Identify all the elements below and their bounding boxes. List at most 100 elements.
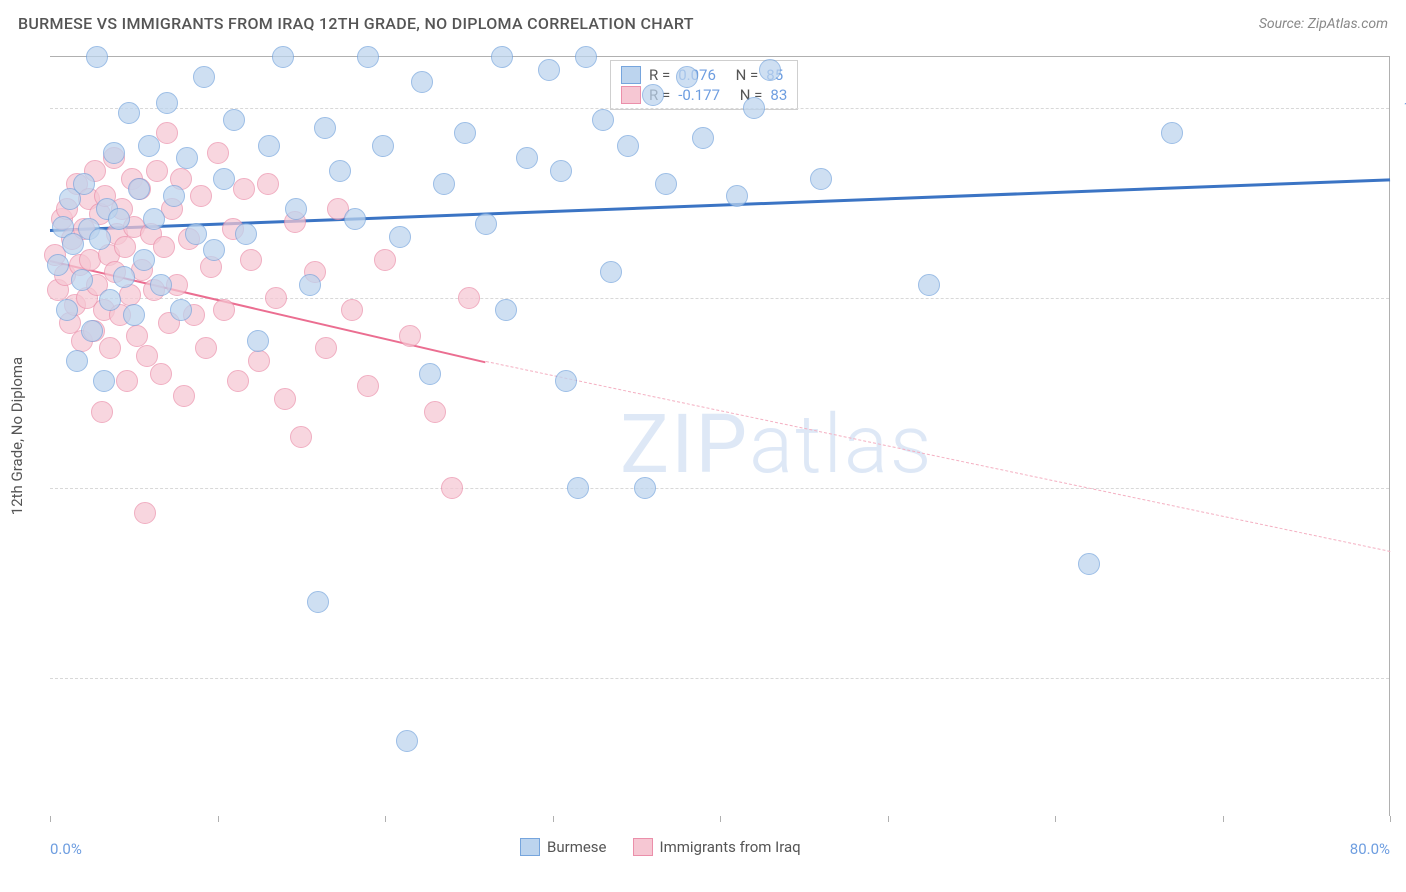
scatter-point xyxy=(550,160,572,182)
scatter-point xyxy=(274,388,296,410)
x-tick xyxy=(385,816,386,822)
scatter-point xyxy=(258,135,280,157)
scatter-point xyxy=(240,249,262,271)
scatter-point xyxy=(374,249,396,271)
x-tick xyxy=(218,816,219,822)
scatter-point xyxy=(116,370,138,392)
stats-r-label-a: R = xyxy=(649,66,670,84)
scatter-point xyxy=(357,46,379,68)
grid-line xyxy=(50,108,1389,109)
y-tick-label: 92.5% xyxy=(1394,290,1406,306)
trend-line xyxy=(485,361,1390,552)
scatter-point xyxy=(389,226,411,248)
y-axis-title: 12th Grade, No Diploma xyxy=(8,357,26,515)
scatter-point xyxy=(203,239,225,261)
scatter-point xyxy=(118,102,140,124)
scatter-point xyxy=(726,185,748,207)
scatter-point xyxy=(634,477,656,499)
scatter-point xyxy=(91,401,113,423)
plot-area: ZIPatlas R = 0.076 N = 85 R = -0.177 N =… xyxy=(50,56,1390,816)
grid-line xyxy=(50,678,1389,679)
scatter-point xyxy=(73,173,95,195)
scatter-point xyxy=(176,147,198,169)
chart-source: Source: ZipAtlas.com xyxy=(1259,16,1388,32)
scatter-point xyxy=(692,127,714,149)
scatter-point xyxy=(150,363,172,385)
scatter-point xyxy=(93,370,115,392)
scatter-point xyxy=(233,178,255,200)
scatter-point xyxy=(213,299,235,321)
scatter-point xyxy=(329,160,351,182)
scatter-point xyxy=(411,71,433,93)
scatter-point xyxy=(575,46,597,68)
scatter-point xyxy=(918,274,940,296)
scatter-point xyxy=(227,370,249,392)
source-prefix: Source: xyxy=(1259,16,1308,32)
scatter-point xyxy=(128,178,150,200)
scatter-point xyxy=(126,325,148,347)
scatter-point xyxy=(372,135,394,157)
scatter-point xyxy=(315,337,337,359)
scatter-point xyxy=(419,363,441,385)
scatter-point xyxy=(213,168,235,190)
scatter-point xyxy=(299,274,321,296)
scatter-point xyxy=(1161,122,1183,144)
scatter-point xyxy=(307,591,329,613)
legend-item-iraq: Immigrants from Iraq xyxy=(633,838,801,856)
scatter-point xyxy=(108,208,130,230)
scatter-point xyxy=(495,299,517,321)
scatter-point xyxy=(173,385,195,407)
stats-n-label-a: N = xyxy=(736,66,759,84)
scatter-point xyxy=(592,109,614,131)
x-tick xyxy=(1055,816,1056,822)
legend-item-burmese: Burmese xyxy=(520,838,607,856)
grid-line xyxy=(50,298,1389,299)
x-tick xyxy=(1223,816,1224,822)
y-tick-label: 77.5% xyxy=(1394,670,1406,686)
scatter-point xyxy=(314,117,336,139)
scatter-point xyxy=(113,266,135,288)
scatter-point xyxy=(759,59,781,81)
scatter-point xyxy=(56,299,78,321)
scatter-point xyxy=(257,173,279,195)
scatter-point xyxy=(396,730,418,752)
scatter-point xyxy=(66,350,88,372)
scatter-point xyxy=(290,426,312,448)
scatter-point xyxy=(344,208,366,230)
scatter-point xyxy=(285,198,307,220)
scatter-point xyxy=(491,46,513,68)
scatter-point xyxy=(341,299,363,321)
y-tick-label: 85.0% xyxy=(1394,480,1406,496)
scatter-point xyxy=(207,142,229,164)
source-name: ZipAtlas.com xyxy=(1308,16,1388,32)
scatter-point xyxy=(134,502,156,524)
scatter-point xyxy=(810,168,832,190)
scatter-point xyxy=(458,287,480,309)
scatter-point xyxy=(133,249,155,271)
scatter-point xyxy=(99,289,121,311)
scatter-point xyxy=(190,185,212,207)
x-axis-min-label: 0.0% xyxy=(50,840,82,858)
scatter-point xyxy=(86,46,108,68)
scatter-point xyxy=(156,92,178,114)
scatter-point xyxy=(676,66,698,88)
legend-swatch-blue-icon xyxy=(520,838,540,856)
x-tick xyxy=(720,816,721,822)
scatter-point xyxy=(195,337,217,359)
scatter-point xyxy=(454,122,476,144)
legend-swatch-pink-icon xyxy=(633,838,653,856)
grid-line xyxy=(50,488,1389,489)
scatter-point xyxy=(163,185,185,207)
scatter-point xyxy=(146,160,168,182)
x-tick xyxy=(553,816,554,822)
x-tick xyxy=(50,816,51,822)
scatter-point xyxy=(655,173,677,195)
scatter-point xyxy=(433,173,455,195)
chart-header: BURMESE VS IMMIGRANTS FROM IRAQ 12TH GRA… xyxy=(0,0,1406,43)
scatter-point xyxy=(567,477,589,499)
scatter-point xyxy=(81,320,103,342)
scatter-point xyxy=(47,254,69,276)
scatter-point xyxy=(235,223,257,245)
x-axis-max-label: 80.0% xyxy=(1350,840,1390,858)
scatter-point xyxy=(150,274,172,296)
